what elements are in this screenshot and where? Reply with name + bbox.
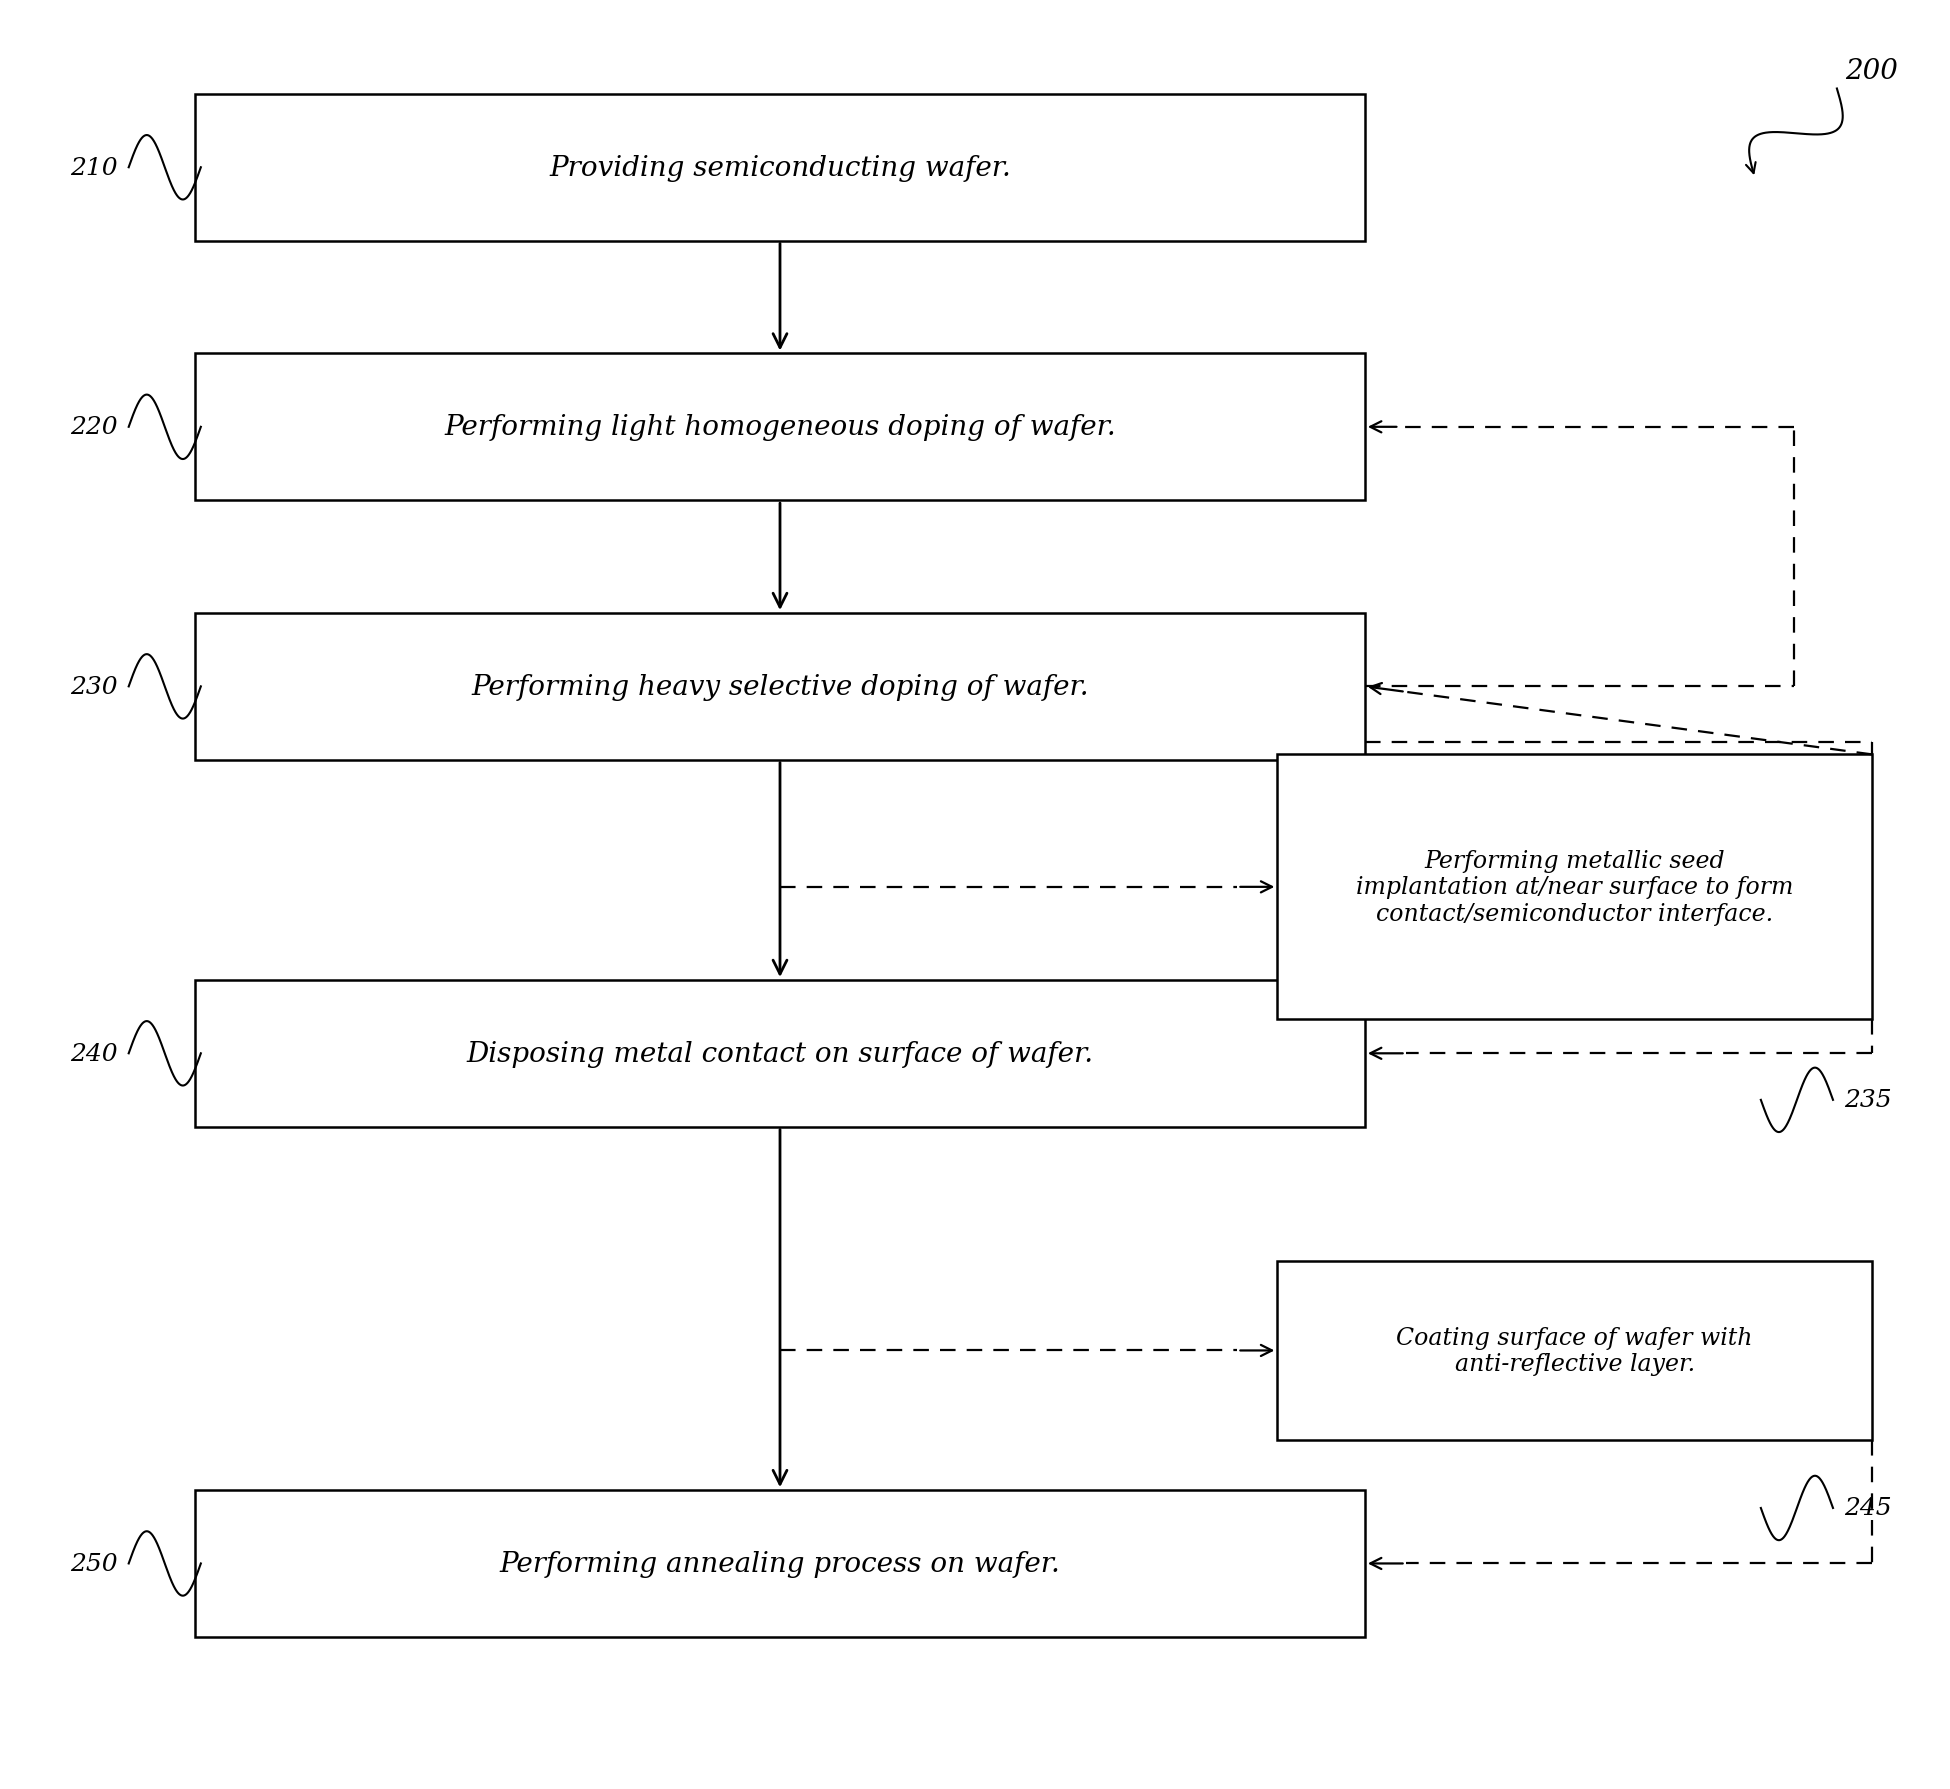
Text: 210: 210 [70, 157, 117, 179]
Text: Providing semiconducting wafer.: Providing semiconducting wafer. [550, 154, 1010, 182]
Text: 245: 245 [1845, 1497, 1891, 1519]
Text: 230: 230 [70, 676, 117, 698]
Text: Disposing metal contact on surface of wafer.: Disposing metal contact on surface of wa… [466, 1039, 1094, 1068]
Bar [195, 95, 1365, 242]
Text: Performing light homogeneous doping of wafer.: Performing light homogeneous doping of w… [445, 413, 1115, 442]
Text: 220: 220 [70, 417, 117, 438]
Bar [195, 614, 1365, 760]
Text: 250: 250 [70, 1553, 117, 1574]
Text: 200: 200 [1845, 57, 1899, 86]
Text: 240: 240 [70, 1043, 117, 1064]
Bar [195, 980, 1365, 1127]
Text: Coating surface of wafer with
anti-reflective layer.: Coating surface of wafer with anti-refle… [1396, 1326, 1753, 1376]
Bar [195, 354, 1365, 501]
Bar [1277, 1261, 1872, 1440]
Text: Performing heavy selective doping of wafer.: Performing heavy selective doping of waf… [472, 673, 1088, 701]
Text: Performing annealing process on wafer.: Performing annealing process on wafer. [499, 1549, 1061, 1578]
Bar [1277, 755, 1872, 1020]
Text: 235: 235 [1845, 1090, 1891, 1111]
Text: Performing metallic seed
implantation at/near surface to form
contact/semiconduc: Performing metallic seed implantation at… [1355, 850, 1794, 925]
Bar [195, 1490, 1365, 1637]
